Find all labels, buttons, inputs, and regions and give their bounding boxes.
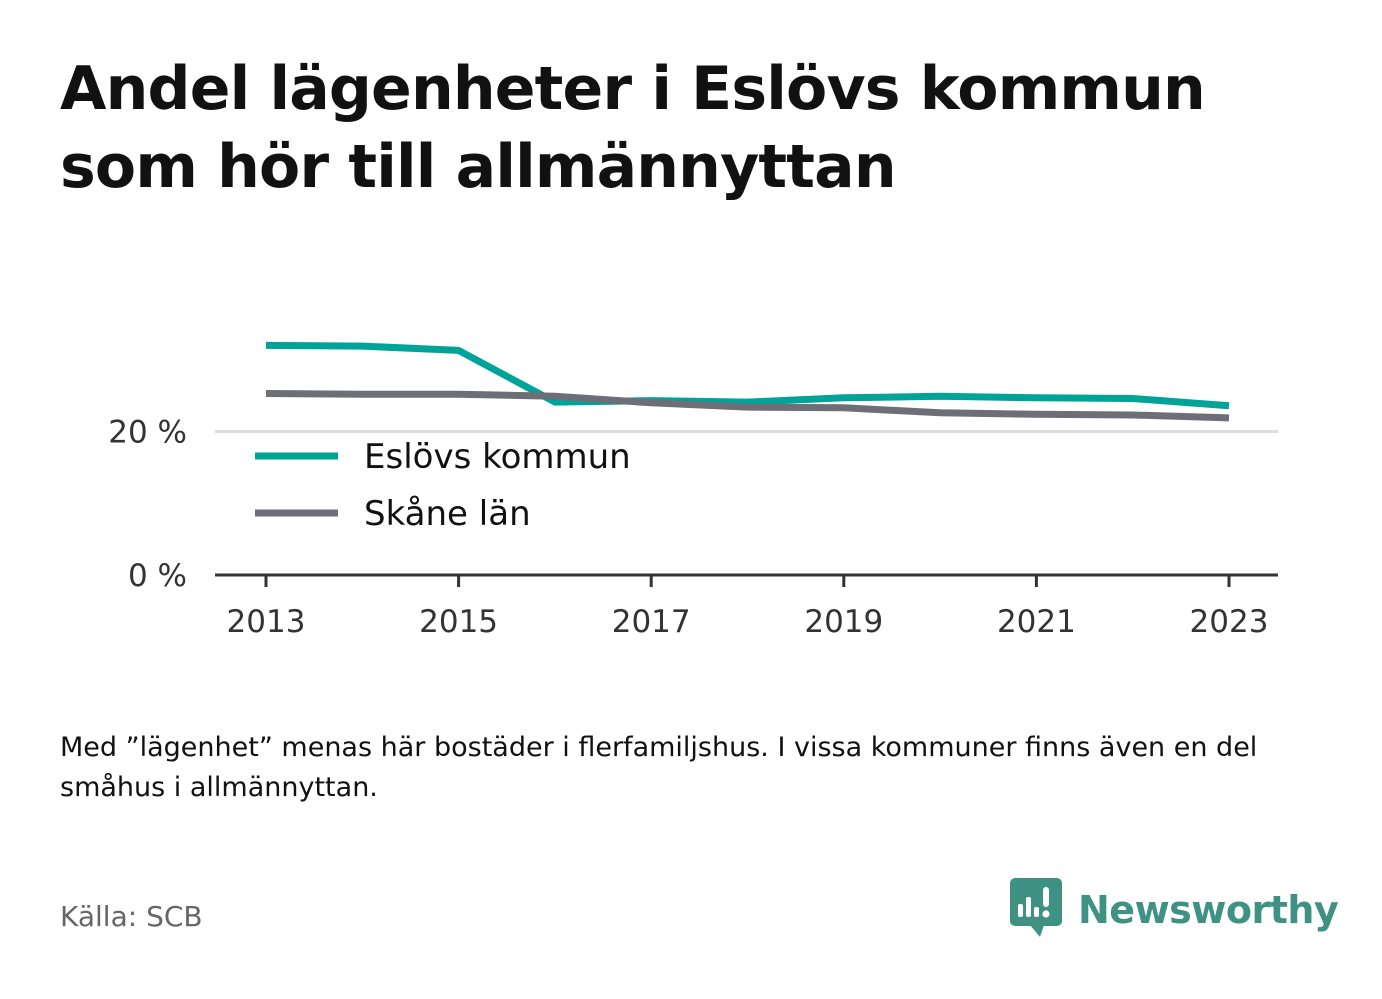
x-tick-label: 2023 [1190,604,1269,640]
y-tick-label: 0 % [128,558,187,594]
x-tick-label: 2017 [612,604,691,640]
axis-layer: 0 % 20 % 2013 2015 2017 2019 2021 2023 [108,415,1278,640]
source-credit: Källa: SCB [60,900,203,933]
bar-chart-speech-bubble-icon [1010,878,1062,942]
legend-label-1: Skåne län [364,494,531,534]
series-line-1 [265,390,1230,422]
chart-title: Andel lägenheter i Eslövs kommun som hör… [60,54,1206,202]
y-tick-label: 20 % [108,415,187,451]
series-layer [265,341,1230,422]
x-tick-label: 2021 [997,604,1076,640]
legend-background [240,433,658,545]
brand-logo[interactable]: Newsworthy [1010,878,1339,942]
x-tick-label: 2019 [804,604,883,640]
series-line-0 [265,341,1230,410]
chart-note: Med ”lägenhet” menas här bostäder i fler… [60,732,1258,803]
x-tick-label: 2015 [419,604,498,640]
brand-name: Newsworthy [1078,888,1339,932]
legend: Eslövs kommun Skåne län [240,433,658,545]
legend-label-0: Eslövs kommun [364,437,631,477]
x-tick-label: 2013 [227,604,306,640]
